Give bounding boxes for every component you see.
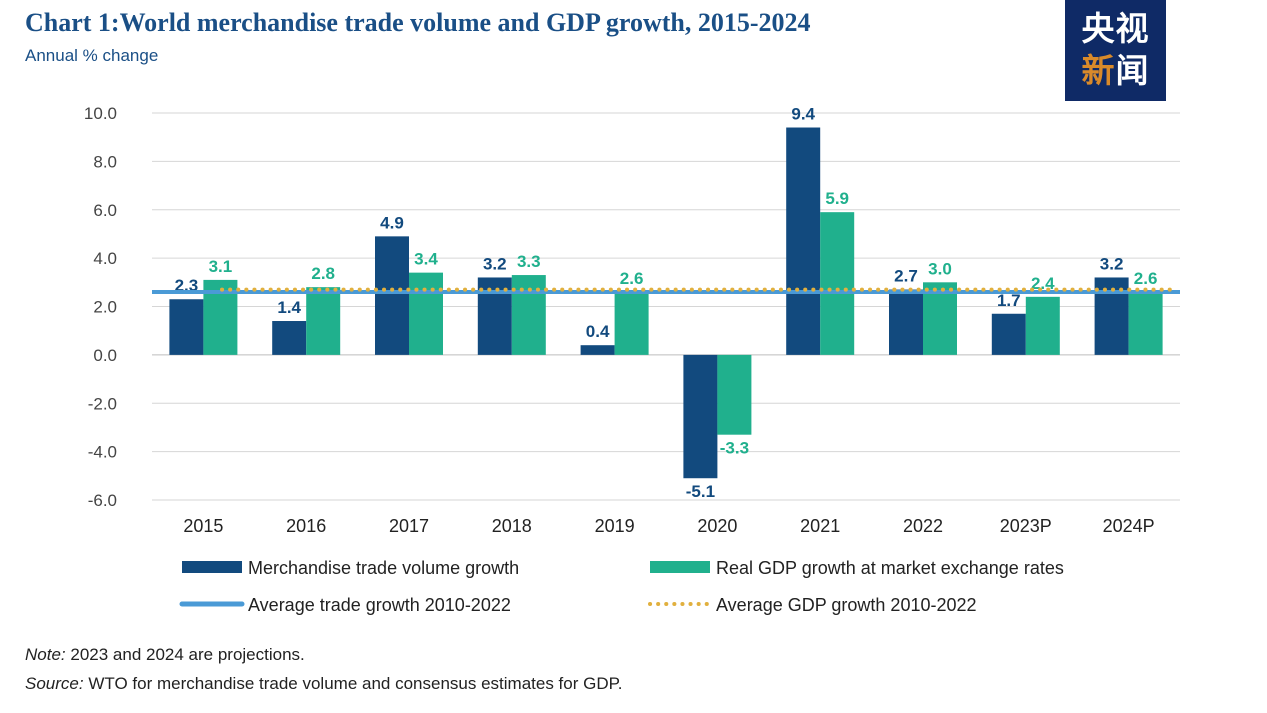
- trade-bar: [375, 236, 409, 355]
- gdp-value-label: 2.6: [620, 269, 644, 288]
- legend-gdp-label: Real GDP growth at market exchange rates: [716, 558, 1064, 578]
- y-tick-label: 10.0: [84, 104, 117, 123]
- x-category-label: 2016: [286, 516, 326, 536]
- source-line: Source: WTO for merchandise trade volume…: [25, 674, 622, 694]
- gdp-bar: [717, 354, 752, 435]
- trade-bar: [272, 321, 307, 355]
- gdp-value-label: 3.1: [209, 257, 233, 276]
- gdp-bar: [1128, 291, 1163, 355]
- chart-title: Chart 1:World merchandise trade volume a…: [25, 8, 811, 37]
- gdp-bar: [409, 272, 443, 355]
- note-label: Note:: [25, 645, 66, 664]
- x-category-label: 2021: [800, 516, 840, 536]
- y-tick-label: -6.0: [88, 491, 117, 510]
- x-category-label: 2024P: [1103, 516, 1155, 536]
- x-category-label: 2023P: [1000, 516, 1052, 536]
- x-category-label: 2020: [697, 516, 737, 536]
- trade-bar: [169, 299, 204, 355]
- source-label: Source:: [25, 674, 84, 693]
- x-category-label: 2015: [183, 516, 223, 536]
- x-category-label: 2017: [389, 516, 429, 536]
- gdp-value-label: 2.6: [1134, 269, 1158, 288]
- gdp-bar: [614, 291, 649, 355]
- gdp-value-label: -3.3: [720, 439, 749, 458]
- trade-bar: [991, 313, 1026, 355]
- trade-value-label: 4.9: [380, 213, 404, 232]
- x-category-label: 2019: [595, 516, 635, 536]
- y-tick-label: 0.0: [93, 346, 117, 365]
- y-tick-label: 8.0: [93, 152, 117, 171]
- chart-subtitle: Annual % change: [25, 46, 159, 65]
- gdp-bar: [511, 275, 546, 355]
- x-category-label: 2018: [492, 516, 532, 536]
- gdp-value-label: 5.9: [825, 189, 849, 208]
- trade-value-label: 1.7: [997, 291, 1021, 310]
- legend-trade-label: Merchandise trade volume growth: [248, 558, 519, 578]
- gdp-value-label: 2.4: [1031, 274, 1055, 293]
- trade-value-label: 0.4: [586, 322, 610, 341]
- gdp-value-label: 3.0: [928, 259, 952, 278]
- y-tick-label: 2.0: [93, 298, 117, 317]
- trade-value-label: 2.7: [894, 267, 918, 286]
- note-text: 2023 and 2024 are projections.: [65, 645, 305, 664]
- gdp-bar: [306, 287, 341, 355]
- legend-avg-trade-label: Average trade growth 2010-2022: [248, 595, 511, 615]
- y-tick-label: 6.0: [93, 201, 117, 220]
- y-tick-label: 4.0: [93, 249, 117, 268]
- logo-line-2: 新闻: [1065, 50, 1166, 92]
- trade-value-label: 9.4: [791, 105, 815, 124]
- y-tick-label: -2.0: [88, 394, 117, 413]
- source-text: WTO for merchandise trade volume and con…: [83, 674, 623, 693]
- trade-value-label: 1.4: [277, 298, 301, 317]
- trade-value-label: -5.1: [686, 482, 715, 501]
- logo-line-1: 央视: [1081, 9, 1150, 48]
- gdp-bar: [820, 212, 855, 355]
- legend-trade-swatch: [182, 561, 242, 573]
- trade-value-label: 3.2: [483, 254, 507, 273]
- cctv-news-logo: 央视 新闻: [1065, 0, 1166, 101]
- trade-bar: [683, 354, 718, 479]
- gdp-bar: [923, 282, 957, 355]
- trade-value-label: 3.2: [1100, 254, 1124, 273]
- gdp-bar: [1025, 296, 1060, 355]
- legend-gdp-swatch: [650, 561, 710, 573]
- y-tick-label: -4.0: [88, 443, 117, 462]
- trade-bar: [889, 289, 923, 355]
- logo-accent-char: 新: [1081, 51, 1116, 90]
- gdp-value-label: 3.4: [414, 250, 438, 269]
- note-line: Note: 2023 and 2024 are projections.: [25, 645, 305, 665]
- x-category-label: 2022: [903, 516, 943, 536]
- gdp-value-label: 2.8: [311, 264, 335, 283]
- trade-bar: [786, 127, 821, 355]
- gdp-value-label: 3.3: [517, 252, 541, 271]
- legend-avg-gdp-label: Average GDP growth 2010-2022: [716, 595, 977, 615]
- logo-rest-char: 闻: [1115, 51, 1150, 90]
- trade-bar: [580, 345, 615, 355]
